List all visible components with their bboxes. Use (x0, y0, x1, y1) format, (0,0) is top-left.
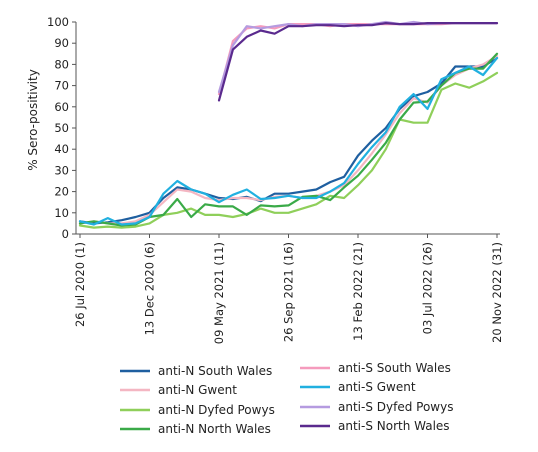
x-tick-label: 26 Jul 2020 (1) (73, 242, 87, 327)
legend-label: anti-S Dyfed Powys (338, 400, 453, 414)
y-tick-label: 70 (54, 79, 69, 93)
x-axis-ticks: 26 Jul 2020 (1) 13 Dec 2020 (6) 09 May 202… (73, 234, 504, 344)
legend-label: anti-N South Wales (158, 364, 272, 378)
y-tick-label: 60 (54, 100, 69, 114)
y-tick-label: 30 (54, 163, 69, 177)
y-tick-label: 20 (54, 185, 69, 199)
y-axis-title-group: % Sero-positivity (26, 69, 40, 171)
legend-label: anti-N North Wales (158, 422, 271, 436)
legend-label: anti-N Gwent (158, 383, 237, 397)
y-tick-label: 10 (54, 206, 69, 220)
legend-label: anti-S North Wales (338, 419, 450, 433)
x-tick-label: 09 May 2021 (11) (212, 242, 226, 344)
y-axis-title: % Sero-positivity (26, 69, 40, 171)
x-tick-label: 20 Nov 2022 (31) (490, 242, 504, 343)
series-line-anti-s-gwent (78, 56, 499, 226)
x-tick-label: 03 Jul 2022 (26) (421, 242, 435, 334)
x-tick-label: 13 Dec 2020 (6) (143, 242, 157, 335)
series-line-anti-n-south-wales (78, 56, 499, 225)
y-axis-ticks: 0 10 20 30 40 50 60 70 80 90 100 (47, 15, 76, 241)
y-tick-label: 80 (54, 57, 69, 71)
y-tick-label: 50 (54, 121, 69, 135)
series-line-anti-s-north-wales (217, 22, 499, 102)
legend: anti-N South Wales anti-N Gwent anti-N Dyf… (120, 361, 453, 436)
y-tick-label: 100 (47, 15, 69, 29)
x-tick-label: 26 Sep 2021 (16) (282, 242, 296, 342)
series-line-anti-n-north-wales (78, 52, 499, 227)
y-tick-label: 40 (54, 142, 69, 156)
legend-label: anti-S Gwent (338, 380, 416, 394)
series-line-anti-n-gwent (78, 54, 499, 225)
plot-area (78, 20, 499, 229)
axes (75, 22, 500, 235)
legend-label: anti-N Dyfed Powys (158, 403, 275, 417)
y-tick-label: 0 (62, 227, 69, 241)
series-line-anti-s-dyfed-powys (217, 20, 499, 94)
series-line-anti-n-dyfed-powys (78, 71, 499, 229)
legend-label: anti-S South Wales (338, 361, 451, 375)
y-tick-label: 90 (54, 36, 69, 50)
x-tick-label: 13 Feb 2022 (21) (351, 242, 365, 341)
